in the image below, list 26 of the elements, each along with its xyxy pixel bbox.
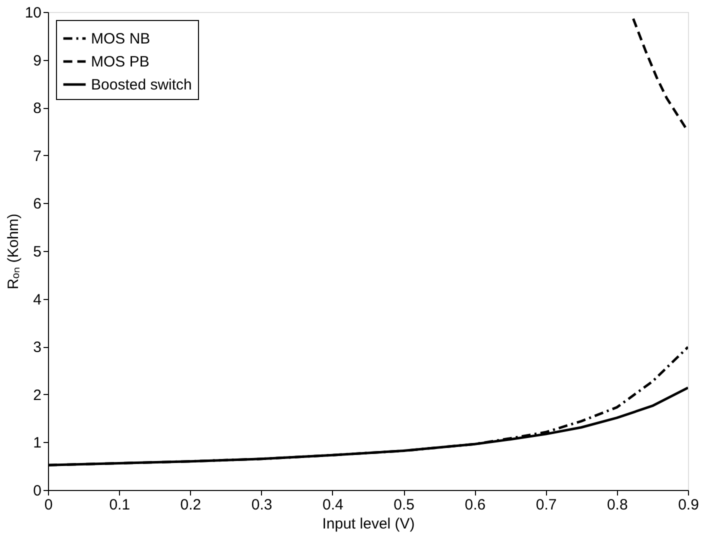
x-axis-title: Input level (V) bbox=[322, 516, 415, 532]
x-tick-label: 0.5 bbox=[394, 496, 414, 514]
y-tick-label: 10 bbox=[24, 4, 42, 22]
y-axis-title: Rₒₙ (Kohm) bbox=[4, 214, 22, 290]
x-tick-label: 0.4 bbox=[322, 496, 344, 514]
y-tick-label: 5 bbox=[33, 244, 42, 260]
y-tick-label: 2 bbox=[33, 386, 42, 404]
x-tick-label: 0.9 bbox=[678, 496, 699, 514]
y-tick-label: 6 bbox=[33, 196, 42, 213]
x-tick-label: 0.3 bbox=[251, 496, 272, 514]
legend-label: MOS PB bbox=[91, 54, 150, 70]
legend-label: Boosted switch bbox=[91, 76, 192, 94]
y-tick-label: 4 bbox=[33, 291, 42, 308]
x-tick-label: 0.6 bbox=[464, 496, 486, 514]
y-tick-label: 9 bbox=[33, 52, 42, 70]
x-tick-label: 0.2 bbox=[180, 496, 202, 514]
y-tick-label: 3 bbox=[33, 339, 42, 356]
y-tick-label: 0 bbox=[33, 482, 42, 500]
x-tick-label: 0 bbox=[44, 496, 53, 514]
y-tick-label: 7 bbox=[33, 148, 42, 165]
y-tick-label: 1 bbox=[33, 434, 42, 452]
legend-label: MOS NB bbox=[91, 30, 150, 48]
x-tick-label: 0.1 bbox=[109, 496, 130, 514]
y-tick-label: 8 bbox=[33, 100, 42, 118]
x-tick-label: 0.7 bbox=[536, 496, 557, 514]
x-tick-label: 0.8 bbox=[606, 496, 628, 514]
